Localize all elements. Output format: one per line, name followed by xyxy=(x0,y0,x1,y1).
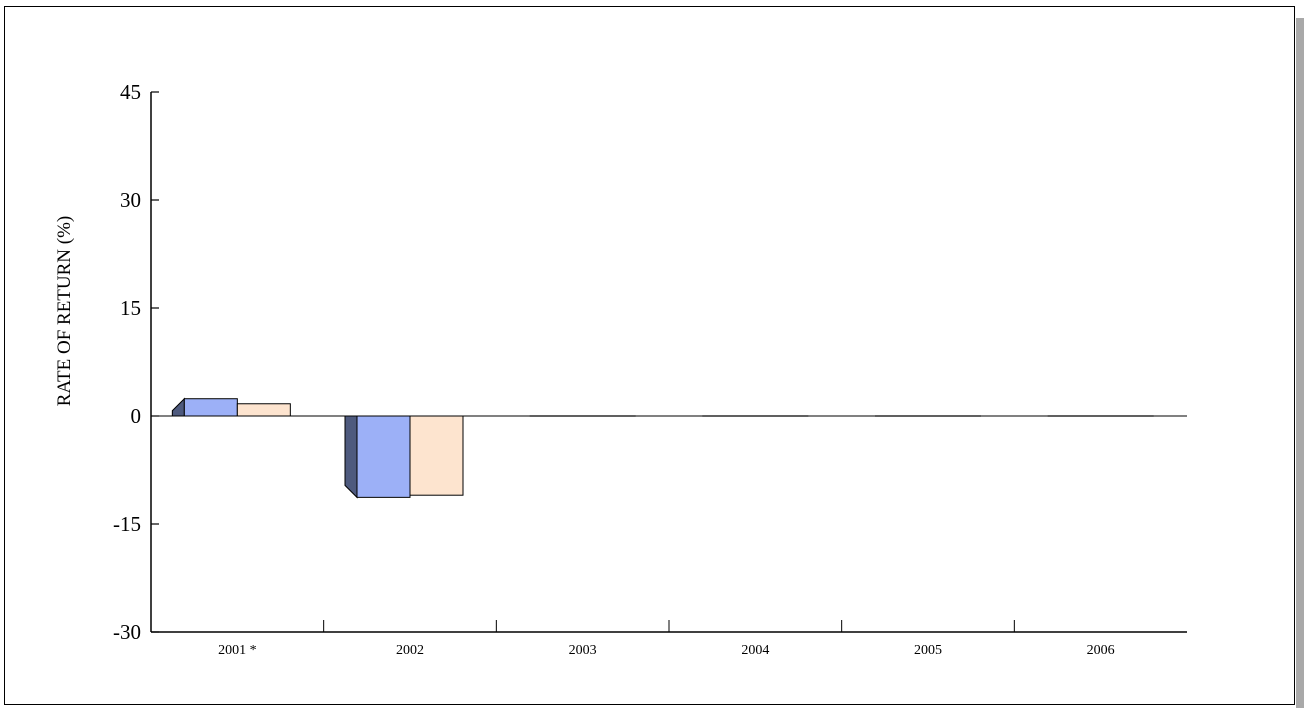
labels: RATE OF RETURN (%) 45 30 15 0 -15 -30 2001 * 20… xyxy=(54,80,1115,658)
x-tick-label: 2005 xyxy=(914,643,942,658)
bar-side xyxy=(171,397,185,417)
bar xyxy=(409,415,464,496)
y-tick-label: 15 xyxy=(120,296,141,320)
bar-side xyxy=(344,415,358,499)
y-tick-label: 0 xyxy=(131,404,142,428)
bar xyxy=(236,403,291,417)
y-axis-title: RATE OF RETURN (%) xyxy=(54,216,75,407)
bars xyxy=(171,397,1154,499)
y-tick-label: 30 xyxy=(120,188,141,212)
chart-frame xyxy=(4,6,1295,705)
frame-shadow xyxy=(1296,18,1304,708)
x-tick-label: 2006 xyxy=(1087,643,1115,658)
bar xyxy=(183,398,238,417)
x-tick-label: 2004 xyxy=(741,643,769,658)
y-tick-label: -30 xyxy=(113,620,141,644)
x-tick-label: 2002 xyxy=(396,643,424,658)
x-tick-label: 2003 xyxy=(569,643,597,658)
bar xyxy=(356,415,411,498)
y-tick-label: -15 xyxy=(113,512,141,536)
x-tick-label: 2001 * xyxy=(218,643,257,658)
y-tick-label: 45 xyxy=(120,80,141,104)
axes xyxy=(150,91,1187,633)
